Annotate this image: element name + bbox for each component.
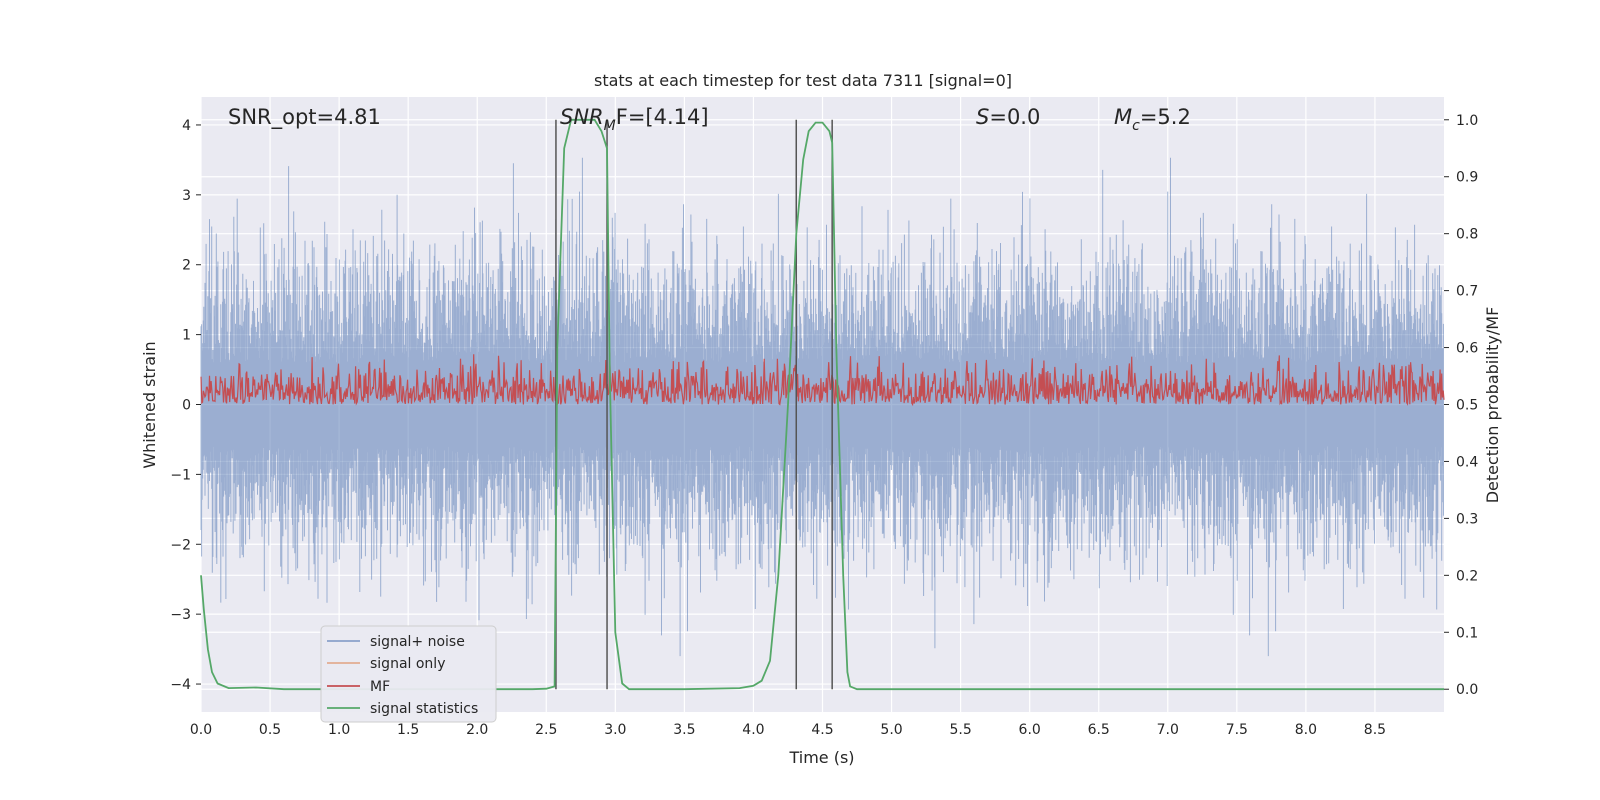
y-right-tick-label: 0.3 <box>1456 511 1478 527</box>
y-tick-label: 4 <box>182 118 191 134</box>
x-tick-label: 1.5 <box>397 722 419 738</box>
legend: signal+ noise signal only MF signal stat… <box>320 625 497 723</box>
x-tick-label: 8.5 <box>1364 722 1386 738</box>
x-tick-label: 7.5 <box>1226 722 1248 738</box>
y-tick-label: −3 <box>170 607 191 623</box>
y-tick-label: 3 <box>182 188 191 204</box>
y-right-tick-label: 0.2 <box>1456 568 1478 584</box>
x-tick-label: 2.5 <box>535 722 557 738</box>
y-right-tick-label: 0.4 <box>1456 454 1478 470</box>
x-tick-label: 5.5 <box>949 722 971 738</box>
annotation-mc: Mc=5.2 <box>1114 105 1191 134</box>
y-right-axis-label: Detection probability/MF <box>1483 307 1502 504</box>
x-tick-label: 2.0 <box>466 722 488 738</box>
y-right-tick-label: 0.7 <box>1456 284 1478 300</box>
y-axis-label: Whitened strain <box>140 341 159 468</box>
mf-trace <box>200 352 1445 407</box>
legend-label-signal-noise: signal+ noise <box>370 634 465 650</box>
y-right-tick-label: 0.0 <box>1456 682 1478 698</box>
y-tick-label: −2 <box>170 537 191 553</box>
x-tick-label: 0.0 <box>190 722 212 738</box>
y-tick-label: −4 <box>170 677 191 693</box>
x-tick-label: 4.5 <box>811 722 833 738</box>
y-right-tick-label: 0.8 <box>1456 227 1478 243</box>
y-right-tick-label: 0.6 <box>1456 341 1478 357</box>
y-right-tick-label: 0.5 <box>1456 398 1478 414</box>
legend-label-mf: MF <box>370 679 390 695</box>
x-tick-label: 3.5 <box>673 722 695 738</box>
series-mf <box>200 352 1445 407</box>
x-tick-label: 5.0 <box>880 722 902 738</box>
x-tick-label: 6.0 <box>1019 722 1041 738</box>
legend-label-signal-statistics: signal statistics <box>370 701 478 717</box>
y-tick-label: 1 <box>182 328 191 344</box>
x-tick-label: 1.0 <box>328 722 350 738</box>
y-right-tick-label: 0.1 <box>1456 625 1478 641</box>
legend-label-signal-only: signal only <box>370 656 445 672</box>
y-tick-label: 2 <box>182 258 191 274</box>
x-tick-label: 0.5 <box>259 722 281 738</box>
chart-title: stats at each timestep for test data 731… <box>594 71 1012 90</box>
x-tick-label: 6.5 <box>1088 722 1110 738</box>
annotation-snr-opt: SNR_opt=4.81 <box>228 105 381 130</box>
x-tick-label: 8.0 <box>1295 722 1317 738</box>
x-tick-label: 4.0 <box>742 722 764 738</box>
x-axis-label: Time (s) <box>788 748 854 767</box>
x-tick-label: 3.0 <box>604 722 626 738</box>
y-tick-label: −1 <box>170 467 191 483</box>
annotation-snr-mf: SNRMF=[4.14] <box>560 105 709 134</box>
x-tick-labels: 0.0 0.5 1.0 1.5 2.0 2.5 3.0 3.5 4.0 4.5 5.0 5.5 6.0 6… <box>190 722 1386 738</box>
y-tick-labels: 4 3 2 1 0 −1 −2 −3 −4 <box>170 118 201 693</box>
x-tick-label: 7.0 <box>1157 722 1179 738</box>
y-tick-label: 0 <box>182 398 191 414</box>
legend-box <box>320 625 497 723</box>
y-right-tick-labels: 1.0 0.9 0.8 0.7 0.6 0.5 0.4 0.3 0.2 0.1 0.0 <box>1444 113 1478 698</box>
annotation-s: S=0.0 <box>976 105 1040 129</box>
y-right-tick-label: 0.9 <box>1456 170 1478 186</box>
y-right-tick-label: 1.0 <box>1456 113 1478 129</box>
